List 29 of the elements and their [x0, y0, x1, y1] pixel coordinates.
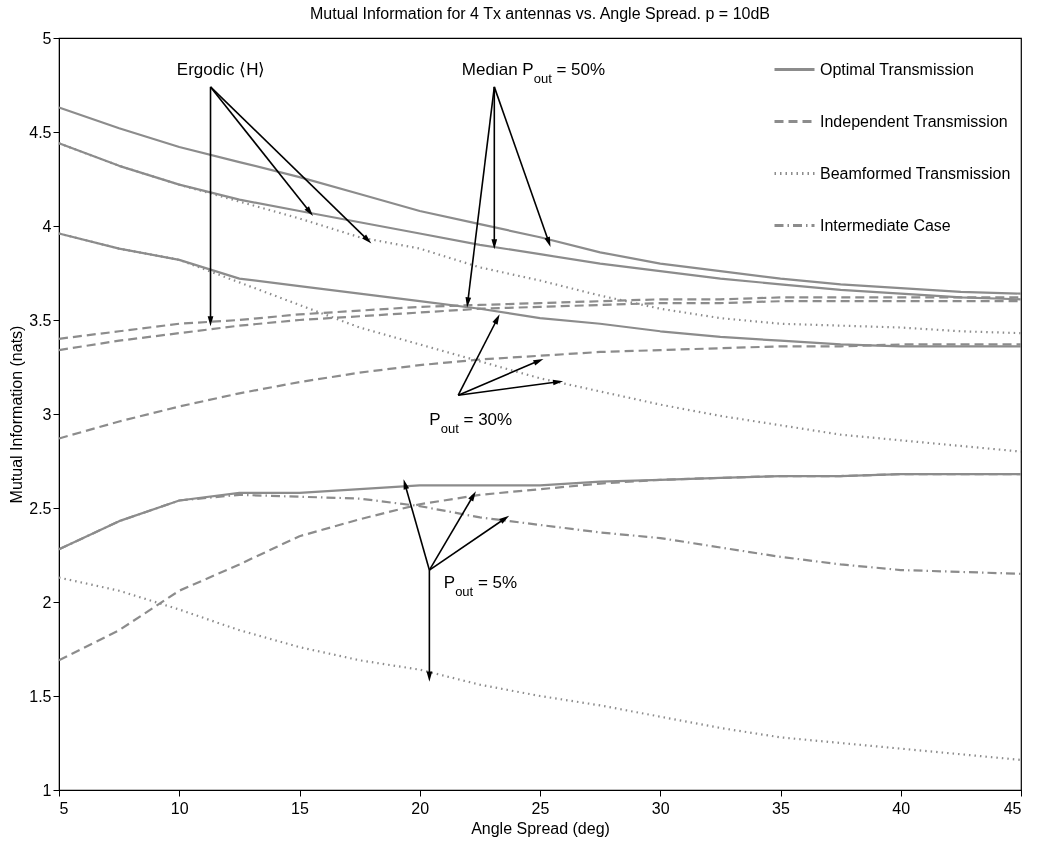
- x-tick-label: 45: [1003, 799, 1022, 817]
- y-axis-title: Mutual Information (nats): [8, 325, 26, 504]
- y-tick-label: 1.5: [29, 687, 52, 705]
- y-tick-label: 2.5: [29, 499, 52, 517]
- x-tick-label: 5: [59, 799, 69, 817]
- x-tick-label: 35: [772, 799, 790, 817]
- annotation: P$_{out}$ = 30%: [429, 409, 513, 436]
- x-tick-label: 20: [411, 799, 430, 817]
- annotation: P$_{out}$ = 5%: [443, 573, 518, 599]
- y-tick-label: 4: [42, 217, 52, 235]
- annotation: Ergodic ⟨H⟩: [176, 59, 266, 79]
- x-axis-title: Angle Spread (deg): [471, 819, 610, 837]
- y-tick-label: 2: [42, 593, 52, 611]
- y-tick-label: 3.5: [29, 311, 52, 329]
- x-tick-label: 10: [170, 799, 189, 817]
- x-tick-label: 40: [892, 799, 911, 817]
- legend-label: Optimal Transmission: [820, 60, 974, 78]
- y-tick-label: 4.5: [29, 123, 52, 141]
- y-tick-label: 5: [42, 29, 52, 47]
- legend-label: Beamformed Transmission: [820, 164, 1011, 182]
- x-tick-label: 15: [291, 799, 309, 817]
- y-tick-label: 3: [42, 405, 52, 423]
- annotation: Median P$_{out}$ = 50%: [461, 59, 606, 86]
- x-tick-label: 25: [531, 799, 550, 817]
- chart-title: Mutual Information for 4 Tx antennas vs. Angle Spread. p = 10dB: [310, 5, 770, 22]
- x-tick-label: 30: [651, 799, 670, 817]
- legend-label: Intermediate Case: [820, 216, 951, 234]
- y-tick-label: 1: [42, 781, 52, 799]
- legend-label: Independent Transmission: [820, 112, 1008, 130]
